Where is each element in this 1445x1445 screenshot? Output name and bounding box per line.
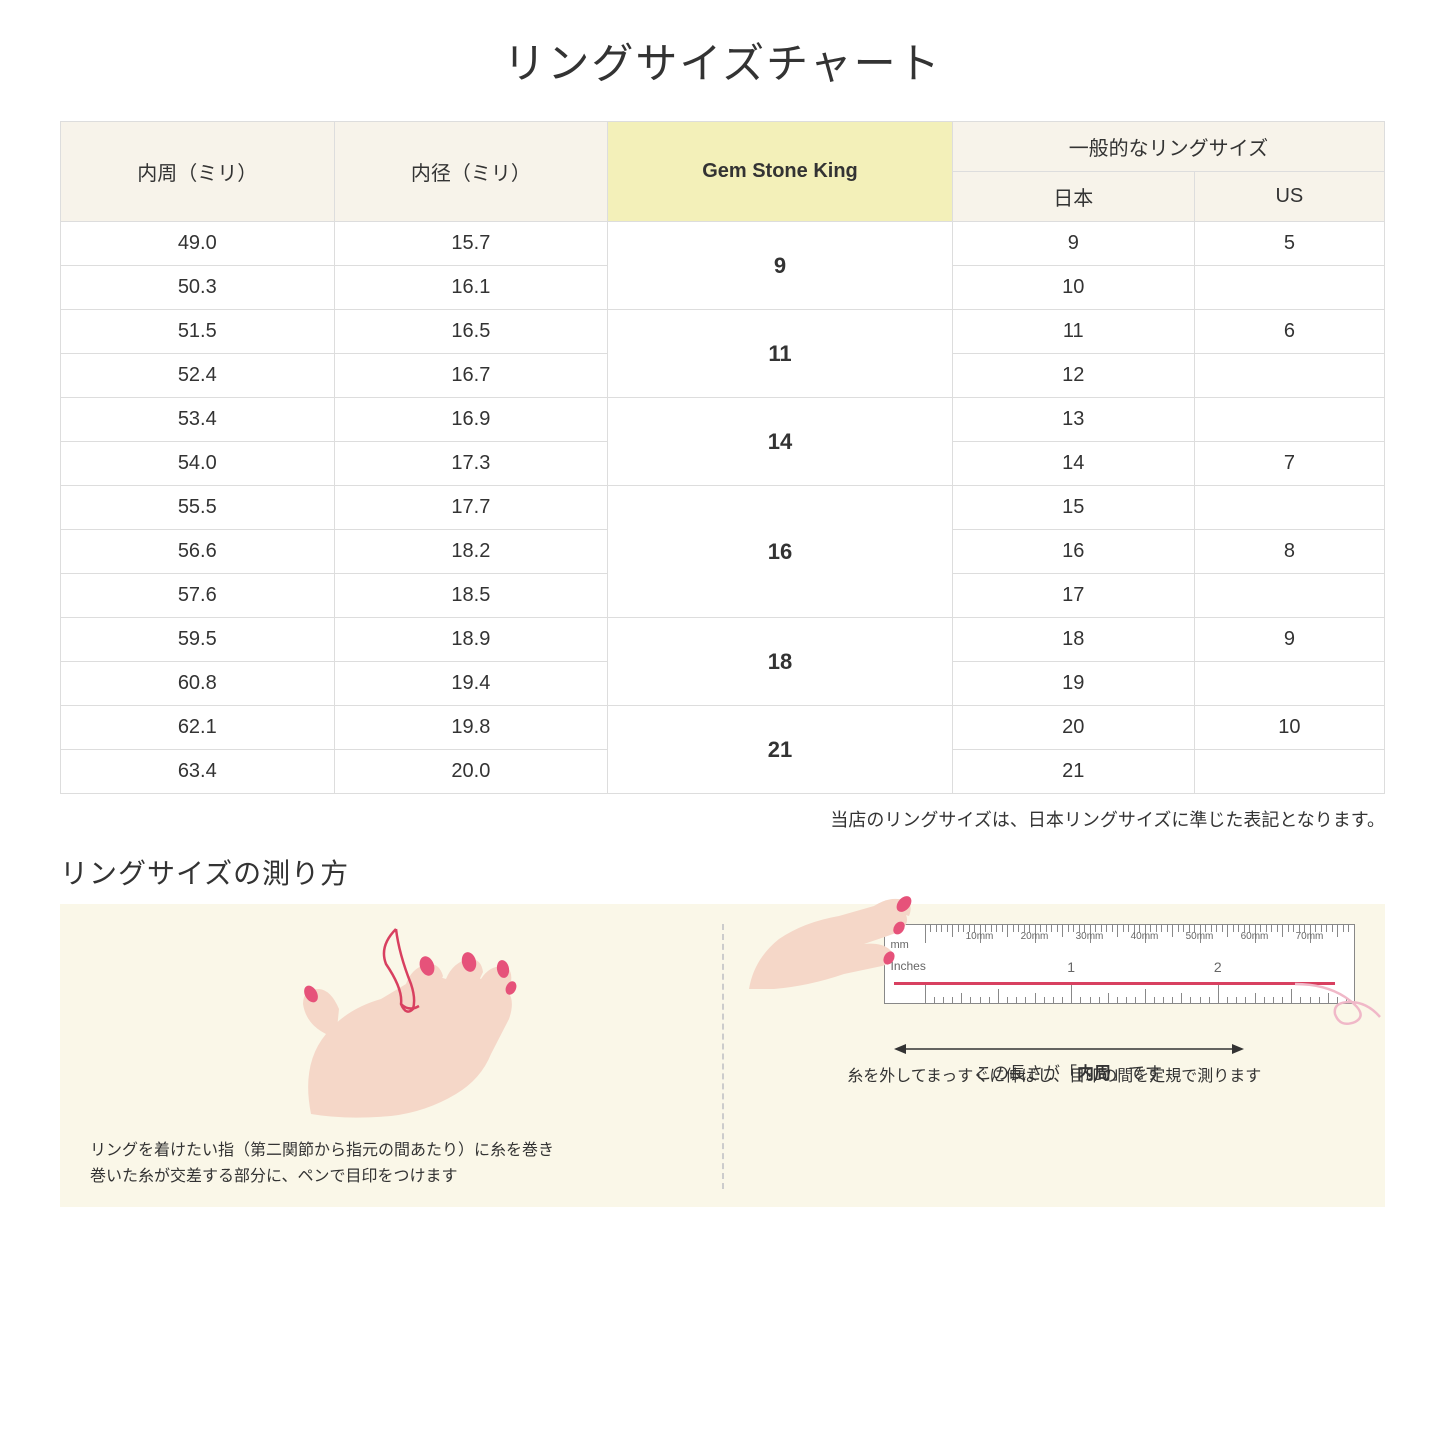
thread-tail-icon <box>1295 972 1385 1032</box>
dimension-arrow <box>894 1039 1244 1059</box>
cell-diameter: 17.7 <box>334 486 608 530</box>
cell-us: 8 <box>1194 530 1384 574</box>
cell-japan: 20 <box>952 706 1194 750</box>
cell-gsk: 14 <box>608 398 953 486</box>
cell-diameter: 20.0 <box>334 750 608 794</box>
cell-us <box>1194 486 1384 530</box>
cell-us <box>1194 354 1384 398</box>
ruler-in-label: 2 <box>1214 959 1222 975</box>
th-us: US <box>1194 172 1384 222</box>
ruler-mm-label: 60mm <box>1241 931 1269 942</box>
measured-thread <box>894 982 1336 985</box>
cell-diameter: 15.7 <box>334 222 608 266</box>
cell-diameter: 16.1 <box>334 266 608 310</box>
cell-japan: 9 <box>952 222 1194 266</box>
cell-circumference: 50.3 <box>61 266 335 310</box>
howto-panel: リングを着けたい指（第二関節から指元の間あたり）に糸を巻き巻いた糸が交差する部分… <box>60 904 1385 1207</box>
cell-circumference: 62.1 <box>61 706 335 750</box>
cell-gsk: 16 <box>608 486 953 618</box>
th-common-group: 一般的なリングサイズ <box>952 122 1384 172</box>
size-note: 当店のリングサイズは、日本リングサイズに準じた表記となります。 <box>60 806 1385 832</box>
cell-us: 10 <box>1194 706 1384 750</box>
panel1-caption: リングを着けたい指（第二関節から指元の間あたり）に糸を巻き巻いた糸が交差する部分… <box>90 1138 692 1189</box>
howto-title: リングサイズの測り方 <box>60 852 1385 892</box>
table-row: 51.516.511116 <box>61 310 1385 354</box>
panel-divider <box>722 924 724 1189</box>
table-row: 49.015.7995 <box>61 222 1385 266</box>
ruler-mm-label: 50mm <box>1186 931 1214 942</box>
cell-us <box>1194 574 1384 618</box>
cell-circumference: 54.0 <box>61 442 335 486</box>
cell-diameter: 19.4 <box>334 662 608 706</box>
table-row: 55.517.71615 <box>61 486 1385 530</box>
cell-circumference: 57.6 <box>61 574 335 618</box>
cell-us <box>1194 398 1384 442</box>
page-title: リングサイズチャート <box>60 30 1385 91</box>
table-row: 59.518.918189 <box>61 618 1385 662</box>
ruler-mm-label: 40mm <box>1131 931 1159 942</box>
cell-japan: 17 <box>952 574 1194 618</box>
cell-gsk: 9 <box>608 222 953 310</box>
cell-diameter: 18.2 <box>334 530 608 574</box>
table-row: 53.416.91413 <box>61 398 1385 442</box>
th-gsk: Gem Stone King <box>608 122 953 222</box>
cell-gsk: 21 <box>608 706 953 794</box>
cell-diameter: 18.9 <box>334 618 608 662</box>
cell-us <box>1194 266 1384 310</box>
ruler-mm-label: 10mm <box>966 931 994 942</box>
cell-japan: 13 <box>952 398 1194 442</box>
ruler-mm-label: 30mm <box>1076 931 1104 942</box>
cell-diameter: 19.8 <box>334 706 608 750</box>
ring-size-table: 内周（ミリ） 内径（ミリ） Gem Stone King 一般的なリングサイズ … <box>60 121 1385 794</box>
cell-diameter: 18.5 <box>334 574 608 618</box>
cell-japan: 10 <box>952 266 1194 310</box>
cell-circumference: 49.0 <box>61 222 335 266</box>
arrow-label: この長さが「内周」です <box>894 1059 1244 1084</box>
cell-circumference: 51.5 <box>61 310 335 354</box>
cell-diameter: 16.7 <box>334 354 608 398</box>
table-row: 62.119.8212010 <box>61 706 1385 750</box>
ruler-mm-label: 70mm <box>1296 931 1324 942</box>
hand-illustration-2 <box>744 864 924 994</box>
ruler-in-label: 1 <box>1067 959 1075 975</box>
ruler-mm-label: 20mm <box>1021 931 1049 942</box>
cell-us: 6 <box>1194 310 1384 354</box>
cell-circumference: 55.5 <box>61 486 335 530</box>
cell-japan: 14 <box>952 442 1194 486</box>
th-diameter: 内径（ミリ） <box>334 122 608 222</box>
ruler-wrap: mm Inches 10mm20mm30mm40mm50mm60mm70mm 1… <box>754 924 1356 1004</box>
cell-japan: 16 <box>952 530 1194 574</box>
cell-japan: 11 <box>952 310 1194 354</box>
th-circumference: 内周（ミリ） <box>61 122 335 222</box>
cell-diameter: 16.5 <box>334 310 608 354</box>
cell-circumference: 53.4 <box>61 398 335 442</box>
cell-us <box>1194 662 1384 706</box>
cell-gsk: 11 <box>608 310 953 398</box>
cell-diameter: 17.3 <box>334 442 608 486</box>
cell-circumference: 59.5 <box>61 618 335 662</box>
cell-japan: 15 <box>952 486 1194 530</box>
panel-measure: mm Inches 10mm20mm30mm40mm50mm60mm70mm 1… <box>754 924 1356 1189</box>
th-japan: 日本 <box>952 172 1194 222</box>
panel-wrap-finger: リングを着けたい指（第二関節から指元の間あたり）に糸を巻き巻いた糸が交差する部分… <box>90 924 692 1189</box>
cell-us <box>1194 750 1384 794</box>
cell-circumference: 63.4 <box>61 750 335 794</box>
ruler: mm Inches 10mm20mm30mm40mm50mm60mm70mm 1… <box>884 924 1356 1004</box>
cell-us: 7 <box>1194 442 1384 486</box>
cell-circumference: 56.6 <box>61 530 335 574</box>
hand-illustration-1 <box>231 924 551 1124</box>
cell-diameter: 16.9 <box>334 398 608 442</box>
cell-circumference: 52.4 <box>61 354 335 398</box>
cell-us: 5 <box>1194 222 1384 266</box>
cell-us: 9 <box>1194 618 1384 662</box>
cell-japan: 12 <box>952 354 1194 398</box>
cell-gsk: 18 <box>608 618 953 706</box>
cell-japan: 19 <box>952 662 1194 706</box>
cell-circumference: 60.8 <box>61 662 335 706</box>
cell-japan: 21 <box>952 750 1194 794</box>
cell-japan: 18 <box>952 618 1194 662</box>
